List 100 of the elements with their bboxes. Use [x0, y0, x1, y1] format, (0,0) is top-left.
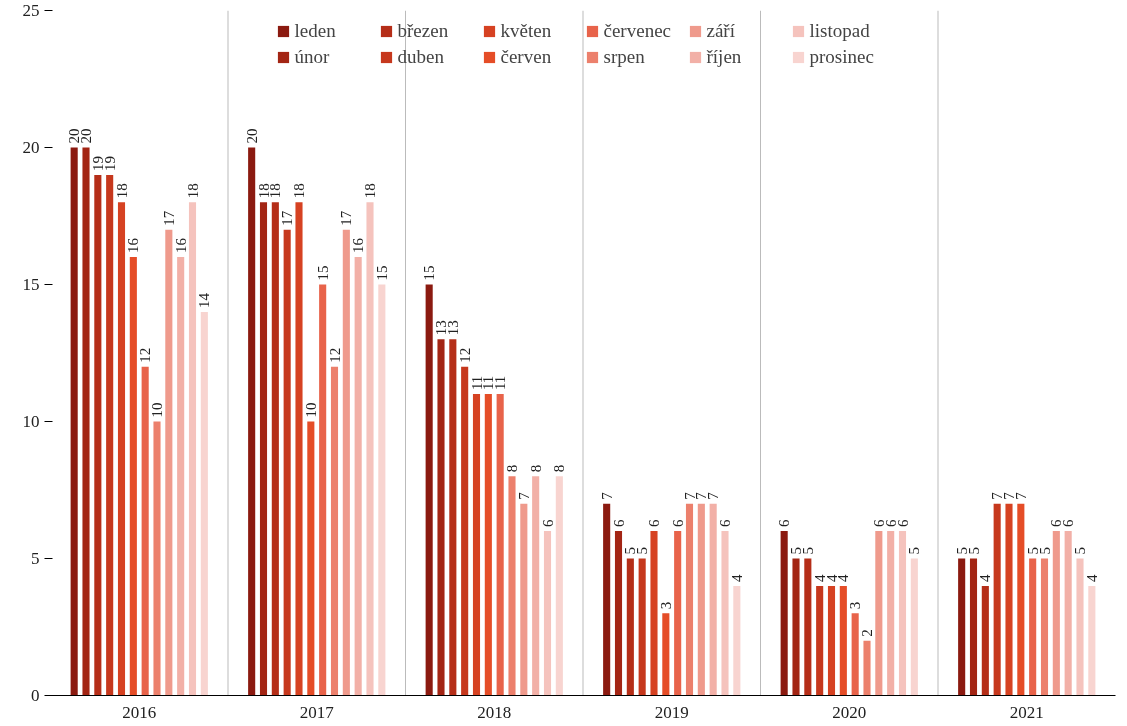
bar	[520, 503, 528, 696]
bar	[792, 558, 800, 696]
data-label: 7	[705, 491, 722, 500]
bar	[887, 531, 895, 696]
bar	[697, 503, 705, 696]
bar	[354, 257, 362, 696]
data-label: 10	[302, 402, 319, 418]
data-label: 6	[870, 519, 887, 528]
bar	[662, 613, 670, 696]
bar	[1064, 531, 1072, 696]
bar	[685, 503, 694, 696]
bar	[177, 257, 185, 696]
bar	[117, 202, 126, 696]
bar	[342, 229, 350, 696]
data-label: 15	[421, 265, 438, 281]
bar	[259, 202, 268, 696]
data-label: 16	[125, 237, 142, 254]
bar	[366, 202, 374, 696]
legend-label: srpen	[603, 46, 646, 68]
x-tick-label: 2019	[654, 702, 689, 722]
data-label: 3	[657, 601, 674, 610]
legend-label: duben	[397, 46, 445, 68]
x-tick-label: 2018	[477, 702, 512, 722]
bar	[555, 476, 563, 696]
bar	[532, 476, 540, 696]
legend-label: říjen	[706, 46, 743, 68]
bar	[543, 531, 552, 696]
legend-label: květen	[500, 20, 553, 42]
y-tick-label: 10	[22, 412, 40, 431]
data-label: 16	[172, 237, 189, 254]
data-label: 8	[551, 464, 568, 473]
bar	[248, 147, 256, 696]
bar	[875, 531, 883, 696]
data-label: 7	[1001, 491, 1017, 500]
data-label: 13	[433, 320, 449, 336]
legend-label: únor	[294, 46, 331, 68]
data-label: 5	[788, 547, 804, 555]
data-label: 5	[1072, 547, 1088, 555]
data-label: 15	[314, 265, 331, 281]
data-label: 6	[669, 519, 686, 528]
data-label: 17	[338, 210, 355, 226]
data-label: 2	[859, 629, 875, 637]
bar	[141, 366, 149, 696]
data-label: 12	[137, 347, 154, 363]
legend-label: září	[706, 20, 736, 42]
data-label: 17	[279, 210, 296, 226]
x-tick-label: 2017	[299, 702, 335, 722]
data-label: 18	[362, 183, 378, 199]
bar	[449, 339, 457, 696]
bar	[1040, 558, 1049, 696]
data-label: 10	[149, 402, 165, 418]
legend-label: leden	[294, 20, 337, 42]
data-label: 6	[776, 519, 793, 528]
legend-label: březen	[397, 20, 450, 42]
bar	[709, 503, 717, 696]
bar	[721, 531, 729, 696]
data-label: 6	[1060, 519, 1077, 528]
data-label: 6	[646, 519, 662, 528]
legend-label: listopad	[809, 20, 871, 42]
data-label: 15	[373, 265, 390, 281]
bar	[319, 284, 327, 696]
data-label: 7	[515, 491, 532, 500]
data-label: 18	[113, 183, 130, 199]
x-tick-label: 2020	[832, 702, 867, 722]
data-label: 4	[811, 573, 828, 582]
data-label: 8	[504, 464, 520, 473]
data-label: 12	[456, 347, 473, 363]
data-label: 18	[291, 183, 307, 199]
y-tick-label: 5	[31, 549, 40, 568]
bar	[1088, 585, 1096, 696]
bar	[650, 531, 658, 696]
bar	[508, 476, 516, 696]
bar	[638, 558, 646, 696]
data-label: 5	[906, 547, 923, 555]
data-label: 3	[847, 601, 864, 610]
data-label: 20	[243, 128, 260, 144]
bar	[283, 229, 291, 696]
bar	[472, 394, 481, 696]
bar	[153, 421, 161, 696]
bar	[958, 558, 966, 696]
bar	[1052, 531, 1060, 696]
bar	[188, 202, 197, 696]
data-label: 6	[539, 519, 556, 528]
bar	[1029, 558, 1037, 696]
bar	[437, 339, 445, 696]
bar	[780, 531, 788, 696]
data-label: 18	[184, 183, 201, 199]
bar	[804, 558, 812, 696]
data-label: 12	[326, 347, 343, 363]
bar	[993, 503, 1001, 696]
data-label: 8	[527, 464, 544, 473]
bar	[981, 585, 989, 696]
data-label: 11	[492, 375, 509, 391]
bar	[307, 421, 315, 696]
y-tick-label: 20	[22, 138, 40, 157]
data-label: 6	[610, 519, 627, 528]
bar	[1005, 503, 1013, 696]
y-tick-label: 15	[22, 275, 40, 294]
x-tick-label: 2016	[122, 702, 157, 722]
bar	[94, 174, 102, 696]
